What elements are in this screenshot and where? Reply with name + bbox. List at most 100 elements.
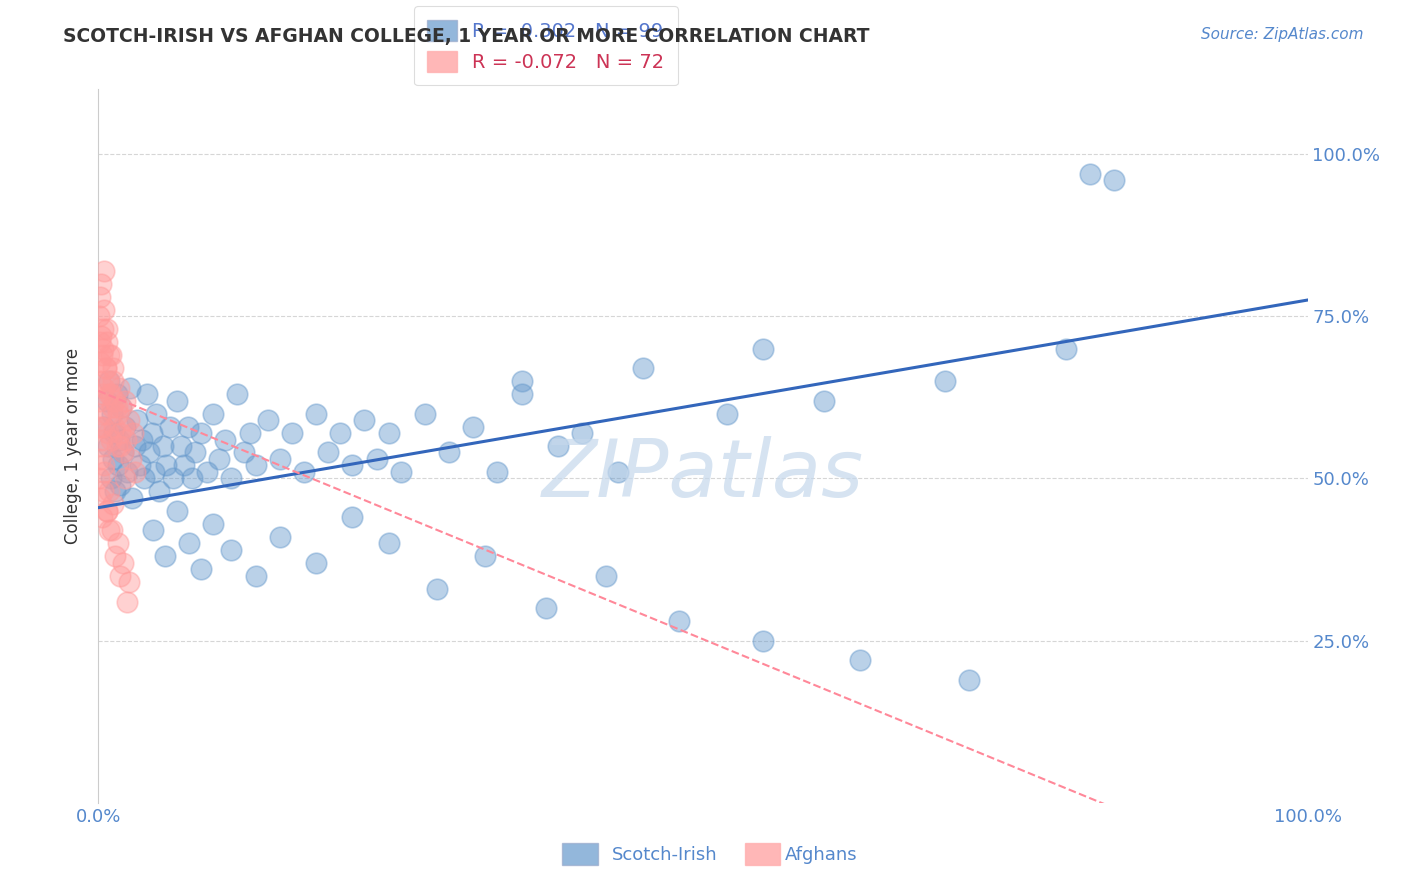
Point	[90, 277, 112, 291]
Point	[101, 361, 124, 376]
Point	[141, 425, 163, 440]
Text: ZIPatlas: ZIPatlas	[541, 435, 865, 514]
Point	[103, 425, 125, 440]
Point	[547, 439, 569, 453]
Point	[329, 425, 352, 440]
Point	[117, 595, 139, 609]
Point	[100, 433, 122, 447]
Point	[91, 342, 114, 356]
Point	[91, 439, 114, 453]
Point	[124, 465, 146, 479]
Point	[114, 393, 136, 408]
Point	[89, 354, 111, 368]
Point	[510, 387, 533, 401]
Point	[89, 491, 111, 505]
Point	[221, 542, 243, 557]
Point	[97, 374, 120, 388]
Point	[155, 458, 177, 473]
Point	[105, 400, 128, 414]
Point	[91, 387, 114, 401]
Point	[108, 478, 131, 492]
Point	[281, 425, 304, 440]
Legend: R =  0.302   N = 99, R = -0.072   N = 72: R = 0.302 N = 99, R = -0.072 N = 72	[413, 6, 678, 86]
Point	[91, 348, 114, 362]
Point	[214, 433, 236, 447]
Point	[93, 264, 115, 278]
Point	[104, 393, 127, 408]
Point	[153, 549, 176, 564]
Point	[534, 601, 557, 615]
Point	[486, 465, 509, 479]
Point	[110, 400, 132, 414]
Point	[1078, 167, 1101, 181]
Point	[510, 374, 533, 388]
Point	[221, 471, 243, 485]
Point	[96, 504, 118, 518]
Point	[96, 407, 118, 421]
Point	[256, 413, 278, 427]
Point	[245, 568, 267, 582]
Point	[93, 419, 115, 434]
Text: SCOTCH-IRISH VS AFGHAN COLLEGE, 1 YEAR OR MORE CORRELATION CHART: SCOTCH-IRISH VS AFGHAN COLLEGE, 1 YEAR O…	[63, 27, 870, 45]
Point	[115, 433, 138, 447]
Point	[89, 419, 111, 434]
Point	[143, 465, 166, 479]
Point	[110, 400, 132, 414]
Point	[101, 452, 124, 467]
Point	[90, 433, 112, 447]
Point	[93, 458, 115, 473]
Point	[98, 387, 121, 401]
Point	[377, 536, 399, 550]
Point	[292, 465, 315, 479]
Point	[245, 458, 267, 473]
Point	[105, 387, 128, 401]
Text: Scotch-Irish: Scotch-Irish	[612, 846, 717, 863]
Point	[91, 322, 114, 336]
Point	[100, 348, 122, 362]
Point	[668, 614, 690, 628]
Point	[98, 524, 121, 538]
Point	[87, 310, 110, 324]
Point	[98, 484, 121, 499]
Point	[91, 484, 114, 499]
Point	[124, 439, 146, 453]
Point	[162, 471, 184, 485]
Point	[89, 452, 111, 467]
Point	[111, 556, 134, 570]
Point	[389, 465, 412, 479]
Point	[813, 393, 835, 408]
Point	[118, 381, 141, 395]
Point	[195, 465, 218, 479]
Point	[98, 348, 121, 362]
Point	[118, 575, 141, 590]
Point	[752, 633, 775, 648]
Text: Afghans: Afghans	[785, 846, 858, 863]
Point	[128, 458, 150, 473]
Point	[463, 419, 485, 434]
Point	[114, 419, 136, 434]
Point	[180, 471, 202, 485]
Point	[98, 374, 121, 388]
Point	[413, 407, 436, 421]
Point	[100, 387, 122, 401]
Point	[426, 582, 449, 596]
Y-axis label: College, 1 year or more: College, 1 year or more	[65, 348, 83, 544]
Point	[108, 568, 131, 582]
Point	[89, 290, 111, 304]
Point	[353, 413, 375, 427]
Point	[190, 562, 212, 576]
Point	[166, 504, 188, 518]
Point	[127, 413, 149, 427]
Point	[934, 374, 956, 388]
Point	[101, 374, 124, 388]
Point	[108, 381, 131, 395]
Point	[849, 653, 872, 667]
Point	[269, 530, 291, 544]
Point	[89, 335, 111, 350]
Point	[179, 536, 201, 550]
Text: Source: ZipAtlas.com: Source: ZipAtlas.com	[1201, 27, 1364, 42]
Point	[108, 425, 131, 440]
Point	[107, 536, 129, 550]
Point	[342, 510, 364, 524]
Point	[184, 445, 207, 459]
